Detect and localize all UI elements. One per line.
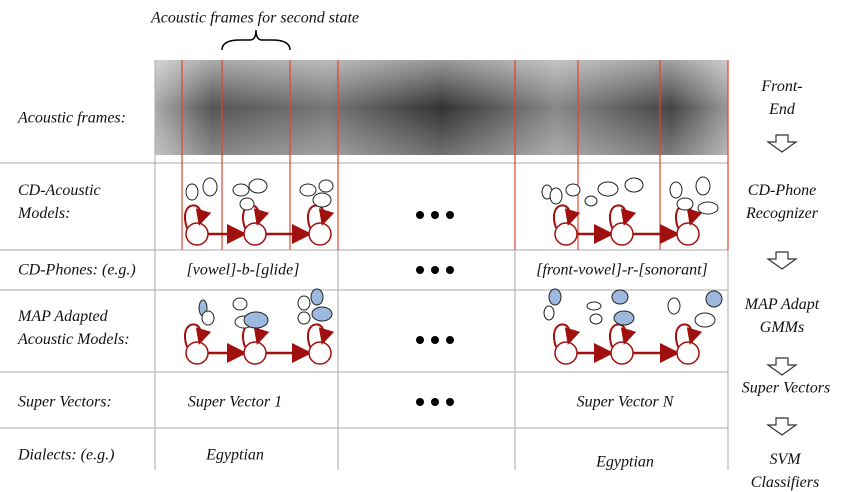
stage: SVM Classifiers [740, 448, 830, 492]
hmm-state [309, 223, 331, 245]
hmm-state [677, 342, 699, 364]
gaussian [244, 312, 268, 328]
hmm-state [677, 223, 699, 245]
gaussian [313, 193, 331, 207]
brace [222, 30, 290, 50]
ellipsis-dot [431, 336, 439, 344]
hmm-state [611, 223, 633, 245]
ellipsis-dot [446, 266, 454, 274]
ellipsis-dot [431, 211, 439, 219]
row-label: CD-Acoustic Models: [18, 179, 143, 225]
gaussian [598, 182, 618, 196]
stage: CD-Phone Recognizer [732, 179, 832, 225]
gaussian [300, 184, 316, 196]
gaussian [203, 178, 217, 196]
ellipsis-dot [416, 266, 424, 274]
hmm-state [186, 223, 208, 245]
gaussian [550, 188, 562, 204]
gaussian [544, 306, 554, 320]
hmm-state [309, 342, 331, 364]
hmm-state [186, 342, 208, 364]
gaussian [186, 184, 198, 200]
ellipsis-dot [416, 211, 424, 219]
row-label: Dialects: (e.g.) [18, 444, 114, 467]
flow-arrow [768, 252, 796, 269]
annotation: Acoustic frames for second state [151, 7, 359, 30]
gaussian [612, 290, 628, 304]
gaussian [249, 179, 267, 193]
gaussian [695, 313, 715, 327]
hmm-state [611, 342, 633, 364]
hmm-state [244, 342, 266, 364]
ellipsis-dot [416, 398, 424, 406]
row-label: MAP Adapted Acoustic Models: [18, 305, 133, 351]
row-label: Super Vectors: [18, 391, 112, 414]
ellipsis-dot [431, 398, 439, 406]
gaussian [585, 196, 597, 206]
gaussian [590, 314, 602, 324]
gaussian [312, 307, 332, 321]
gaussian [614, 311, 634, 325]
gaussian [298, 296, 310, 310]
phone: [front-vowel]-r-[sonorant] [536, 259, 708, 282]
ellipsis-dot [446, 336, 454, 344]
dialect: Egyptian [206, 444, 264, 467]
gaussian [698, 202, 718, 214]
gaussian [240, 198, 254, 210]
gaussian [233, 298, 247, 310]
gaussian [549, 289, 561, 305]
flow-arrow [768, 135, 796, 152]
hmm-state [555, 223, 577, 245]
super-vector: Super Vector 1 [188, 391, 282, 414]
diagram-graphics [0, 0, 842, 492]
spectrogram-shade [155, 60, 728, 155]
dialect: Egyptian [596, 451, 654, 474]
ellipsis-dot [416, 336, 424, 344]
flow-arrow [768, 418, 796, 435]
stage: Front-End [752, 75, 812, 121]
ellipsis-dot [446, 211, 454, 219]
super-vector: Super Vector N [577, 391, 674, 414]
gaussian [566, 184, 580, 196]
row-label: CD-Phones: (e.g.) [18, 259, 136, 282]
gaussian [706, 291, 722, 307]
gaussian [298, 312, 310, 324]
diagram: Acoustic frames for second state Acousti… [0, 0, 842, 492]
phone: [vowel]-b-[glide] [187, 259, 300, 282]
hmm-state [555, 342, 577, 364]
gaussian [311, 289, 323, 305]
flow-arrow [768, 358, 796, 375]
gaussian [587, 302, 601, 310]
gaussian [677, 198, 693, 210]
stage: MAP Adapt GMMs [737, 293, 827, 339]
gaussian [625, 178, 643, 192]
gaussian [233, 184, 249, 196]
row-label: Acoustic frames: [18, 107, 126, 130]
stage: Super Vectors [742, 377, 830, 400]
gaussian [319, 180, 333, 192]
gaussian [696, 177, 710, 195]
gaussian [202, 311, 214, 325]
ellipsis-dot [446, 398, 454, 406]
gaussian [670, 182, 682, 198]
hmm-state [244, 223, 266, 245]
ellipsis-dot [431, 266, 439, 274]
gaussian [668, 298, 680, 314]
